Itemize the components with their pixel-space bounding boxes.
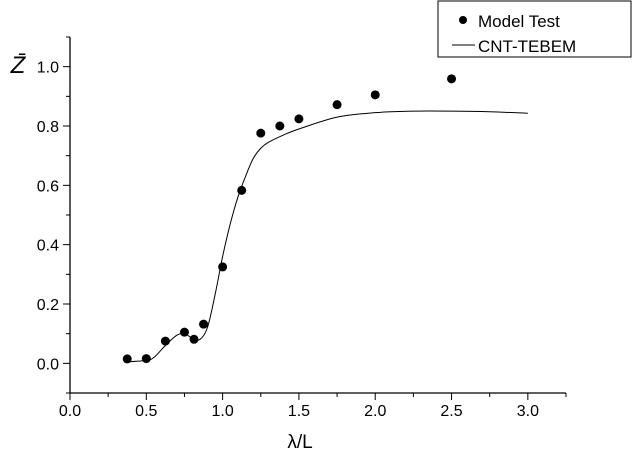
legend: Model Test CNT-TEBEM <box>437 0 632 58</box>
y-tick-label: 1.0 <box>37 60 59 77</box>
y-tick-label: 0.0 <box>37 356 59 373</box>
x-tick-label: 3.0 <box>517 403 539 420</box>
x-tick-label: 0.0 <box>59 403 81 420</box>
y-axis-label: Z̄ <box>10 52 27 79</box>
axes: 0.0 0.5 1.0 1.5 2.0 2.5 3.0 0.0 0.2 0.4 0.6 0.8 1.0 <box>37 36 567 420</box>
legend-box <box>437 0 632 58</box>
x-tick-label: 2.5 <box>440 403 462 420</box>
data-point-model-test <box>189 334 199 344</box>
legend-label-model-test: Model Test <box>478 12 560 31</box>
data-point-model-test <box>122 354 132 364</box>
data-point-model-test <box>294 114 304 124</box>
plot-marks <box>122 74 528 364</box>
data-point-model-test <box>370 90 380 100</box>
data-point-model-test <box>141 354 151 364</box>
data-point-model-test <box>218 262 228 272</box>
data-point-model-test <box>199 319 209 329</box>
x-tick-label: 2.0 <box>364 403 386 420</box>
series-line-cnt-tebem <box>127 110 528 363</box>
y-tick-label: 0.6 <box>37 178 59 195</box>
y-tick-label: 0.4 <box>37 238 59 255</box>
data-point-model-test <box>447 74 457 84</box>
x-axis-label: λ/L <box>287 432 312 453</box>
data-point-model-test <box>275 121 285 131</box>
x-tick-label: 1.0 <box>211 403 233 420</box>
legend-label-cnt-tebem: CNT-TEBEM <box>478 37 576 56</box>
data-point-model-test <box>237 185 247 195</box>
x-tick-label: 0.5 <box>135 403 157 420</box>
y-tick-label: 0.8 <box>37 119 59 136</box>
legend-marker-model-test <box>459 16 467 24</box>
y-tick-label: 0.2 <box>37 297 59 314</box>
data-point-model-test <box>179 327 189 337</box>
data-point-model-test <box>332 100 342 110</box>
x-tick-label: 1.5 <box>288 403 310 420</box>
data-point-model-test <box>256 128 266 138</box>
data-point-model-test <box>160 336 170 346</box>
